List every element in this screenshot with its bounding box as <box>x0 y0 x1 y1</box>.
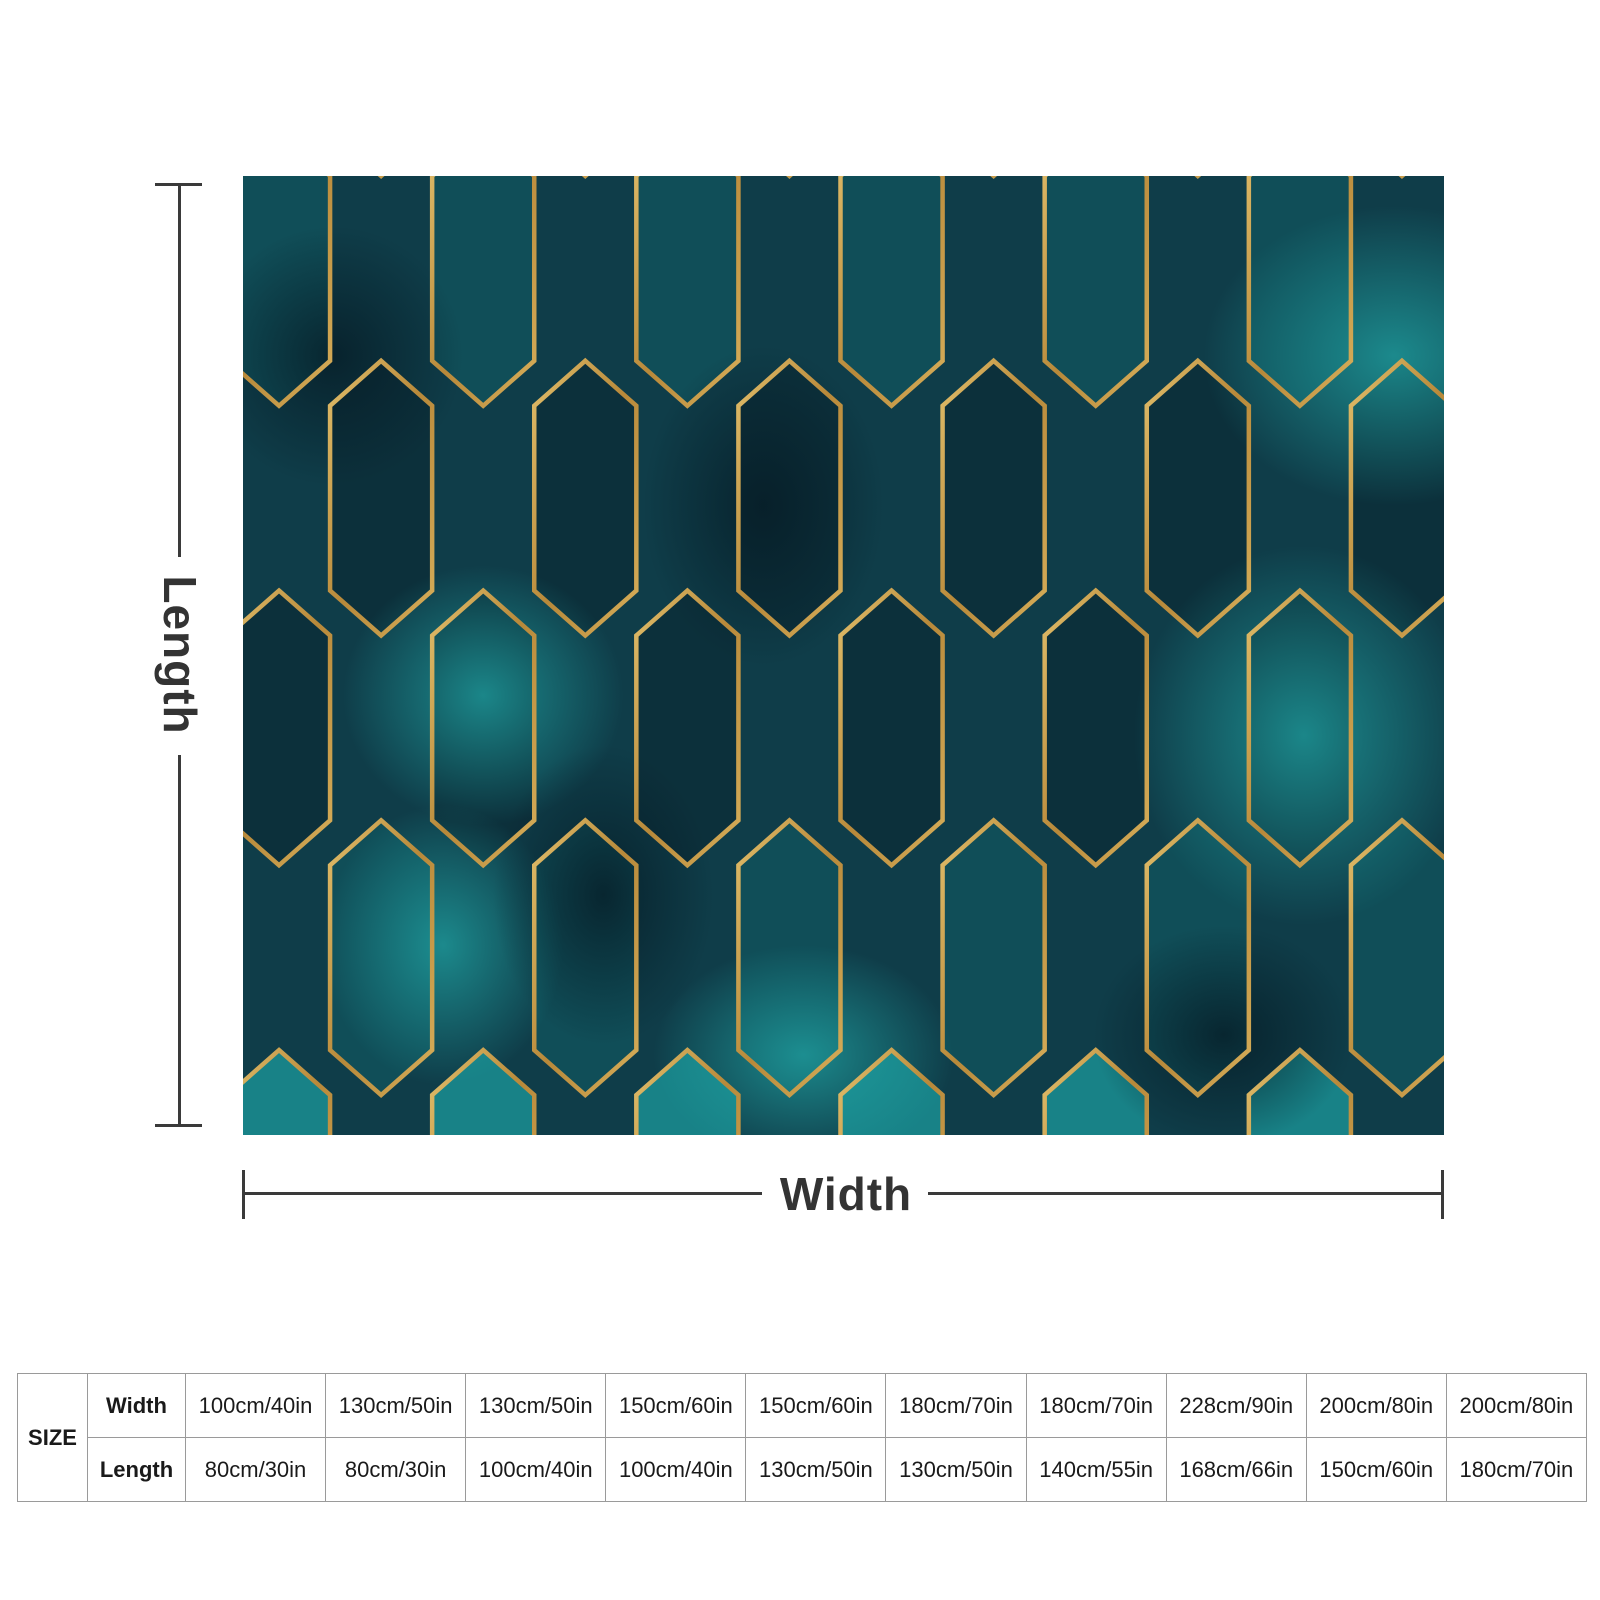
hex-tile-outline <box>940 357 1047 639</box>
hex-tile-outline <box>1246 587 1354 869</box>
length-cell: 130cm/50in <box>885 1437 1027 1502</box>
hex-tile-outline <box>1348 817 1444 1099</box>
width-marker-left-line <box>242 1192 762 1195</box>
hex-tile-outline <box>634 587 741 869</box>
hex-tile-outline <box>429 176 537 409</box>
width-cell: 180cm/70in <box>885 1373 1027 1438</box>
width-cell: 200cm/80in <box>1305 1373 1447 1438</box>
hex-tile <box>432 1050 535 1135</box>
hex-tile-outline <box>1042 1047 1150 1135</box>
hex-tile <box>636 176 739 406</box>
hex-tile <box>942 820 1045 1096</box>
hex-tile-outline <box>838 176 945 409</box>
hex-tile-outline <box>243 176 333 409</box>
size-header-cell: SIZE <box>17 1373 88 1502</box>
hex-tile-outline <box>1144 817 1252 1099</box>
hex-tile-outline <box>429 587 537 869</box>
length-cell: 180cm/70in <box>1445 1437 1588 1502</box>
hex-tile <box>1146 360 1249 636</box>
blanket-image <box>243 176 1444 1135</box>
hex-tile-outline <box>429 1047 537 1135</box>
hex-tile <box>942 360 1045 636</box>
hex-tile-outline <box>736 357 843 639</box>
hex-tile-outline <box>838 587 945 869</box>
length-marker-lower-line <box>178 755 181 1127</box>
length-marker-bottom-cap <box>155 1124 202 1127</box>
hex-tile-outline <box>1246 176 1354 409</box>
hex-tile-outline <box>327 817 435 1099</box>
hex-tile <box>243 1050 331 1135</box>
width-cell: 130cm/50in <box>325 1373 467 1438</box>
hex-tile <box>840 176 943 406</box>
width-cell: 150cm/60in <box>745 1373 887 1438</box>
width-header-cell: Width <box>87 1373 186 1438</box>
hex-tile-outline <box>940 817 1047 1099</box>
length-marker-upper-line <box>178 183 181 557</box>
hex-tile-outline <box>1144 357 1252 639</box>
length-cell: 80cm/30in <box>325 1437 467 1502</box>
width-marker-right-cap <box>1441 1170 1444 1219</box>
hex-tile <box>1044 1050 1147 1135</box>
length-cell: 150cm/60in <box>1305 1437 1447 1502</box>
hex-tile <box>243 590 331 866</box>
length-cell: 80cm/30in <box>184 1437 327 1502</box>
length-header-cell: Length <box>87 1437 186 1502</box>
hex-tile-outline <box>634 1047 741 1135</box>
hex-tile <box>840 590 943 866</box>
hex-tile-outline <box>1042 587 1150 869</box>
hex-tile-outline <box>736 817 843 1099</box>
width-cell: 180cm/70in <box>1025 1373 1167 1438</box>
length-cell: 100cm/40in <box>605 1437 747 1502</box>
table-row-width: SIZE Width 100cm/40in 130cm/50in 130cm/5… <box>17 1373 1588 1502</box>
hex-tile <box>1044 176 1147 406</box>
width-cell: 130cm/50in <box>465 1373 607 1438</box>
length-label: Length <box>154 575 206 735</box>
hex-tile-outline <box>634 176 741 409</box>
hex-tile-outline <box>531 357 639 639</box>
hex-tile-outline <box>1246 1047 1354 1135</box>
hex-tile-outline <box>1042 176 1150 409</box>
hex-tile <box>534 360 637 636</box>
size-chart-table: SIZE Width 100cm/40in 130cm/50in 130cm/5… <box>17 1373 1588 1502</box>
width-cell: 100cm/40in <box>184 1373 327 1438</box>
length-cell: 168cm/66in <box>1165 1437 1307 1502</box>
hex-tile-outline <box>243 587 333 869</box>
width-cell: 150cm/60in <box>605 1373 747 1438</box>
length-cell: 130cm/50in <box>745 1437 887 1502</box>
width-cell: 200cm/80in <box>1445 1373 1588 1438</box>
table-row-length: Length 80cm/30in 80cm/30in 100cm/40in 10… <box>18 1437 1588 1502</box>
hex-tile-outline <box>838 1047 945 1135</box>
hex-tile <box>1044 590 1147 866</box>
hex-tile-outline <box>327 357 435 639</box>
length-cell: 100cm/40in <box>465 1437 607 1502</box>
hex-tile-outline <box>531 817 639 1099</box>
width-cell: 228cm/90in <box>1165 1373 1307 1438</box>
width-label: Width <box>779 1168 913 1220</box>
hex-tile-outline <box>243 1047 333 1135</box>
length-cell: 140cm/55in <box>1025 1437 1167 1502</box>
hex-tile-outline <box>1348 357 1444 639</box>
width-marker-right-line <box>928 1192 1444 1195</box>
gold-outline-layer <box>243 176 1444 1135</box>
